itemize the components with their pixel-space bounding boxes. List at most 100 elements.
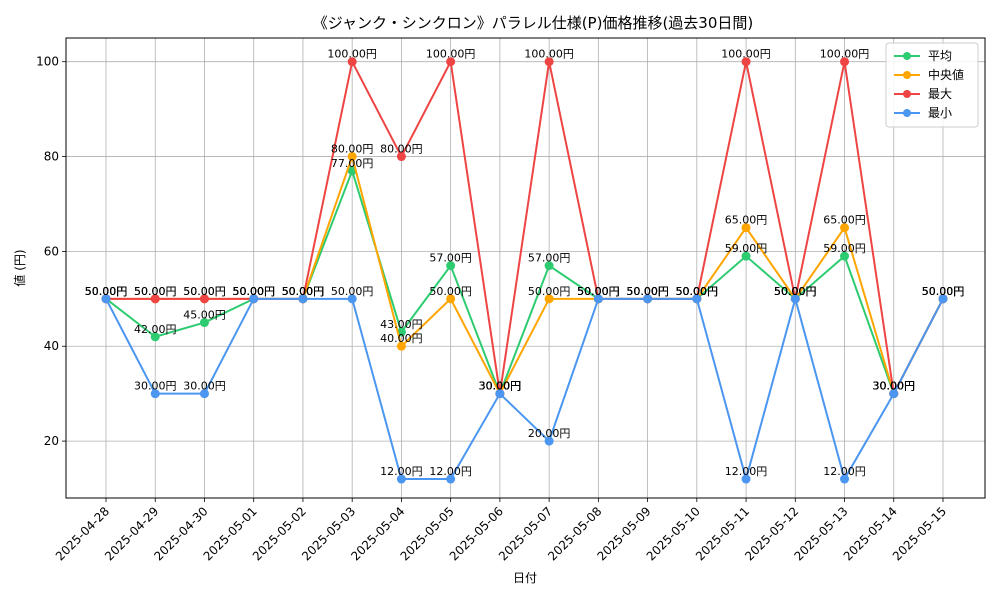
data-label: 65.00円 [725,214,768,227]
data-point [347,57,357,67]
data-label: 12.00円 [725,465,768,478]
data-label: 50.00円 [232,285,275,298]
data-label: 20.00円 [528,427,571,440]
data-point [150,332,160,342]
data-label: 100.00円 [426,48,476,61]
data-point [544,57,554,67]
data-label: 50.00円 [676,285,719,298]
data-label: 50.00円 [183,285,226,298]
data-point [150,389,160,399]
data-point [150,294,160,304]
legend-label: 最小 [928,106,952,120]
data-point [249,294,259,304]
x-axis-title: 日付 [513,571,537,585]
data-point [643,294,653,304]
data-label: 50.00円 [282,285,325,298]
data-point [199,318,209,328]
data-label: 30.00円 [873,380,916,393]
data-point [446,57,456,67]
data-label: 57.00円 [528,252,571,265]
legend-swatch-marker [903,90,911,98]
data-label: 50.00円 [183,285,226,298]
data-point [396,152,406,162]
data-label: 50.00円 [676,285,719,298]
data-point [741,57,751,67]
data-label: 12.00円 [429,465,472,478]
legend-label: 最大 [928,87,952,101]
data-label: 43.00円 [380,318,423,331]
data-point [840,57,850,67]
data-label: 50.00円 [528,285,571,298]
data-label: 50.00円 [922,285,965,298]
y-tick-label: 20 [44,434,59,448]
data-label: 50.00円 [676,285,719,298]
data-point [446,294,456,304]
data-point [938,294,948,304]
data-label: 30.00円 [873,380,916,393]
data-point [840,251,850,261]
data-label: 50.00円 [577,285,620,298]
data-point [840,474,850,484]
data-label: 50.00円 [282,285,325,298]
data-label: 50.00円 [676,285,719,298]
data-label: 57.00円 [429,252,472,265]
data-label: 30.00円 [873,380,916,393]
data-point [741,474,751,484]
y-tick-label: 80 [44,150,59,164]
data-label: 80.00円 [331,143,374,156]
data-labels: 50.00円 42.00円 45.00円 50.00円 50.00円 77.00円 43.0… [85,48,965,478]
data-label: 59.00円 [725,242,768,255]
legend-swatch-marker [903,109,911,117]
data-label: 50.00円 [429,285,472,298]
data-label: 30.00円 [183,380,226,393]
y-axis-title: 値 (円) [12,249,27,286]
legend-box [885,42,979,128]
data-label: 50.00円 [232,285,275,298]
grid [66,38,985,498]
data-label: 50.00円 [626,285,669,298]
data-point [101,294,111,304]
series-line [105,167,944,397]
data-point [840,223,850,233]
data-point [396,341,406,351]
data-label: 59.00円 [823,242,866,255]
data-label: 30.00円 [479,380,522,393]
data-label: 50.00円 [134,285,177,298]
data-point [446,474,456,484]
data-label: 50.00円 [577,285,620,298]
data-label: 50.00円 [577,285,620,298]
data-label: 50.00円 [922,285,965,298]
data-point [544,294,554,304]
data-point [544,261,554,271]
data-label: 100.00円 [327,48,377,61]
data-label: 77.00円 [331,157,374,170]
data-label: 12.00円 [823,465,866,478]
data-label: 50.00円 [282,285,325,298]
data-label: 50.00円 [626,285,669,298]
data-label: 50.00円 [85,285,128,298]
data-label: 50.00円 [626,285,669,298]
data-label: 30.00円 [479,380,522,393]
data-label: 50.00円 [85,285,128,298]
legend-swatch-marker [903,71,911,79]
axis-ticks: 2025-04-282025-04-292025-04-302025-05-01… [36,55,949,564]
y-tick-label: 40 [44,339,59,353]
data-point [889,389,899,399]
series-lines [101,57,948,484]
data-label: 100.00円 [524,48,574,61]
y-tick-label: 60 [44,244,59,258]
data-point [495,389,505,399]
series-line [106,58,944,397]
data-label: 45.00円 [183,309,226,322]
data-label: 30.00円 [873,380,916,393]
data-label: 100.00円 [721,48,771,61]
data-point [347,294,357,304]
data-label: 50.00円 [85,285,128,298]
data-label: 12.00円 [380,465,423,478]
data-label: 42.00円 [134,323,177,336]
data-point [298,294,308,304]
data-label: 80.00円 [380,143,423,156]
data-point [741,223,751,233]
